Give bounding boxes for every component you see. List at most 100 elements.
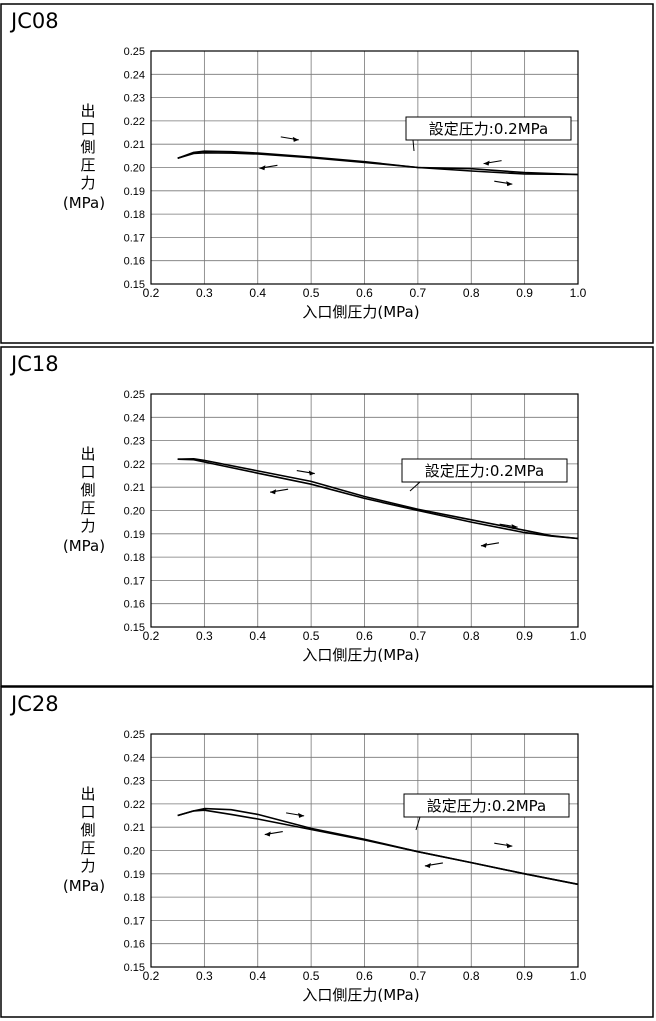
y-tick-label: 0.24 [124, 752, 145, 764]
y-tick-label: 0.15 [124, 622, 145, 634]
x-tick-label: 0.8 [463, 969, 480, 983]
setpoint-annotation: 設定圧力:0.2MPa [401, 458, 568, 492]
y-tick-label: 0.22 [124, 459, 145, 471]
annotation-text: 設定圧力:0.2MPa [427, 797, 546, 815]
panel-title: JC08 [9, 9, 59, 33]
arrow-head [259, 165, 266, 171]
chart-panel-jc18: JC18 0.15 0.16 0.17 0.18 0.19 0.20 0.21 0.22 0.23… [0, 346, 654, 687]
y-axis-title-char: 口 [80, 463, 95, 481]
y-axis-title-char: 側 [80, 821, 95, 839]
x-tick-label: 0.4 [249, 286, 266, 300]
setpoint-annotation: 設定圧力:0.2MPa [403, 793, 570, 831]
arrow-head [298, 812, 305, 818]
annotation-leader-line [409, 481, 421, 492]
y-axis-title-char: 出 [80, 445, 95, 463]
direction-arrow-right [280, 136, 299, 142]
arrow-head [308, 470, 315, 476]
x-tick-label: 0.6 [356, 969, 373, 983]
chart-panel-jc28: JC28 0.15 0.16 0.17 0.18 0.19 0.20 0.21 0.22 0.23… [0, 686, 654, 1018]
x-tick-label: 1.0 [570, 969, 587, 983]
annotation-text: 設定圧力:0.2MPa [425, 462, 544, 480]
annotation-leader-line [415, 816, 421, 831]
direction-arrow-right [499, 523, 518, 530]
arrow-head [264, 831, 271, 837]
panel-frame [0, 346, 654, 687]
y-tick-label: 0.24 [124, 412, 145, 424]
y-tick-label: 0.16 [124, 939, 145, 951]
annotation-text: 設定圧力:0.2MPa [429, 120, 548, 138]
direction-arrow-left [424, 862, 443, 868]
arrow-head [270, 489, 277, 495]
y-tick-label: 0.25 [124, 389, 145, 401]
arrow-head [506, 181, 513, 187]
plot-area-border [150, 393, 579, 628]
y-axis-title-char: 出 [80, 102, 95, 120]
y-axis-title-char: 圧 [80, 156, 95, 174]
arrow-head [292, 136, 299, 142]
annotation-box [405, 116, 572, 141]
y-axis-title-char: 力 [80, 517, 95, 535]
panel-title: JC18 [9, 352, 59, 376]
y-tick-label: 0.25 [124, 46, 145, 58]
y-tick-label: 0.24 [124, 69, 145, 81]
y-tick-label: 0.22 [124, 799, 145, 811]
y-tick-label: 0.17 [124, 232, 145, 244]
y-tick-label: 0.25 [124, 729, 145, 741]
plot-area-border [150, 733, 579, 968]
y-tick-label: 0.21 [124, 822, 145, 834]
arrow-head [483, 160, 490, 166]
x-tick-label: 0.3 [196, 286, 213, 300]
y-tick-label: 0.17 [124, 915, 145, 927]
series-line-decreasing [177, 458, 579, 540]
x-tick-label: 1.0 [570, 286, 587, 300]
x-tick-label: 0.2 [143, 629, 160, 643]
y-tick-label: 0.22 [124, 116, 145, 128]
direction-arrow-right [286, 812, 305, 818]
x-axis-title: 入口側圧力(MPa) [302, 303, 419, 321]
y-axis-title-char: 出 [80, 785, 95, 803]
x-tick-label: 0.4 [249, 969, 266, 983]
direction-arrow-left [259, 164, 278, 171]
arrow-head [506, 843, 513, 849]
x-tick-label: 0.8 [463, 629, 480, 643]
x-tick-label: 0.6 [356, 286, 373, 300]
y-tick-label: 0.20 [124, 163, 145, 175]
x-tick-label: 0.7 [410, 629, 427, 643]
y-axis-title-char: 口 [80, 120, 95, 138]
direction-arrow-right [494, 842, 513, 849]
annotation-box [403, 793, 570, 818]
x-tick-label: 1.0 [570, 629, 587, 643]
arrow-head [424, 862, 431, 868]
x-tick-label: 0.9 [516, 969, 533, 983]
annotation-leader-line [412, 139, 415, 152]
y-axis-title-char: 力 [80, 857, 95, 875]
y-tick-label: 0.18 [124, 209, 145, 221]
panel-frame [0, 686, 654, 1018]
y-tick-label: 0.16 [124, 599, 145, 611]
y-tick-label: 0.19 [124, 186, 145, 198]
arrow-head [511, 524, 518, 530]
y-tick-label: 0.16 [124, 256, 145, 268]
x-tick-label: 0.5 [303, 969, 320, 983]
direction-arrow-left [264, 830, 283, 837]
x-tick-label: 0.6 [356, 629, 373, 643]
x-tick-label: 0.2 [143, 969, 160, 983]
x-tick-label: 0.5 [303, 286, 320, 300]
annotation-box [401, 458, 568, 483]
direction-arrow-left [270, 488, 289, 495]
direction-arrow-right [296, 470, 315, 476]
x-tick-label: 0.9 [516, 629, 533, 643]
y-tick-label: 0.21 [124, 139, 145, 151]
direction-arrow-left [483, 160, 502, 166]
y-tick-label: 0.23 [124, 93, 145, 105]
chart-panel-jc08: JC08 0.15 0.16 0.17 0.18 0.19 0.20 0.21 0.22 0.23… [0, 3, 654, 344]
y-tick-label: 0.19 [124, 869, 145, 881]
y-tick-label: 0.15 [124, 279, 145, 291]
y-tick-label: 0.20 [124, 506, 145, 518]
x-tick-label: 0.8 [463, 286, 480, 300]
setpoint-annotation: 設定圧力:0.2MPa [405, 116, 572, 152]
x-axis-title: 入口側圧力(MPa) [302, 986, 419, 1004]
